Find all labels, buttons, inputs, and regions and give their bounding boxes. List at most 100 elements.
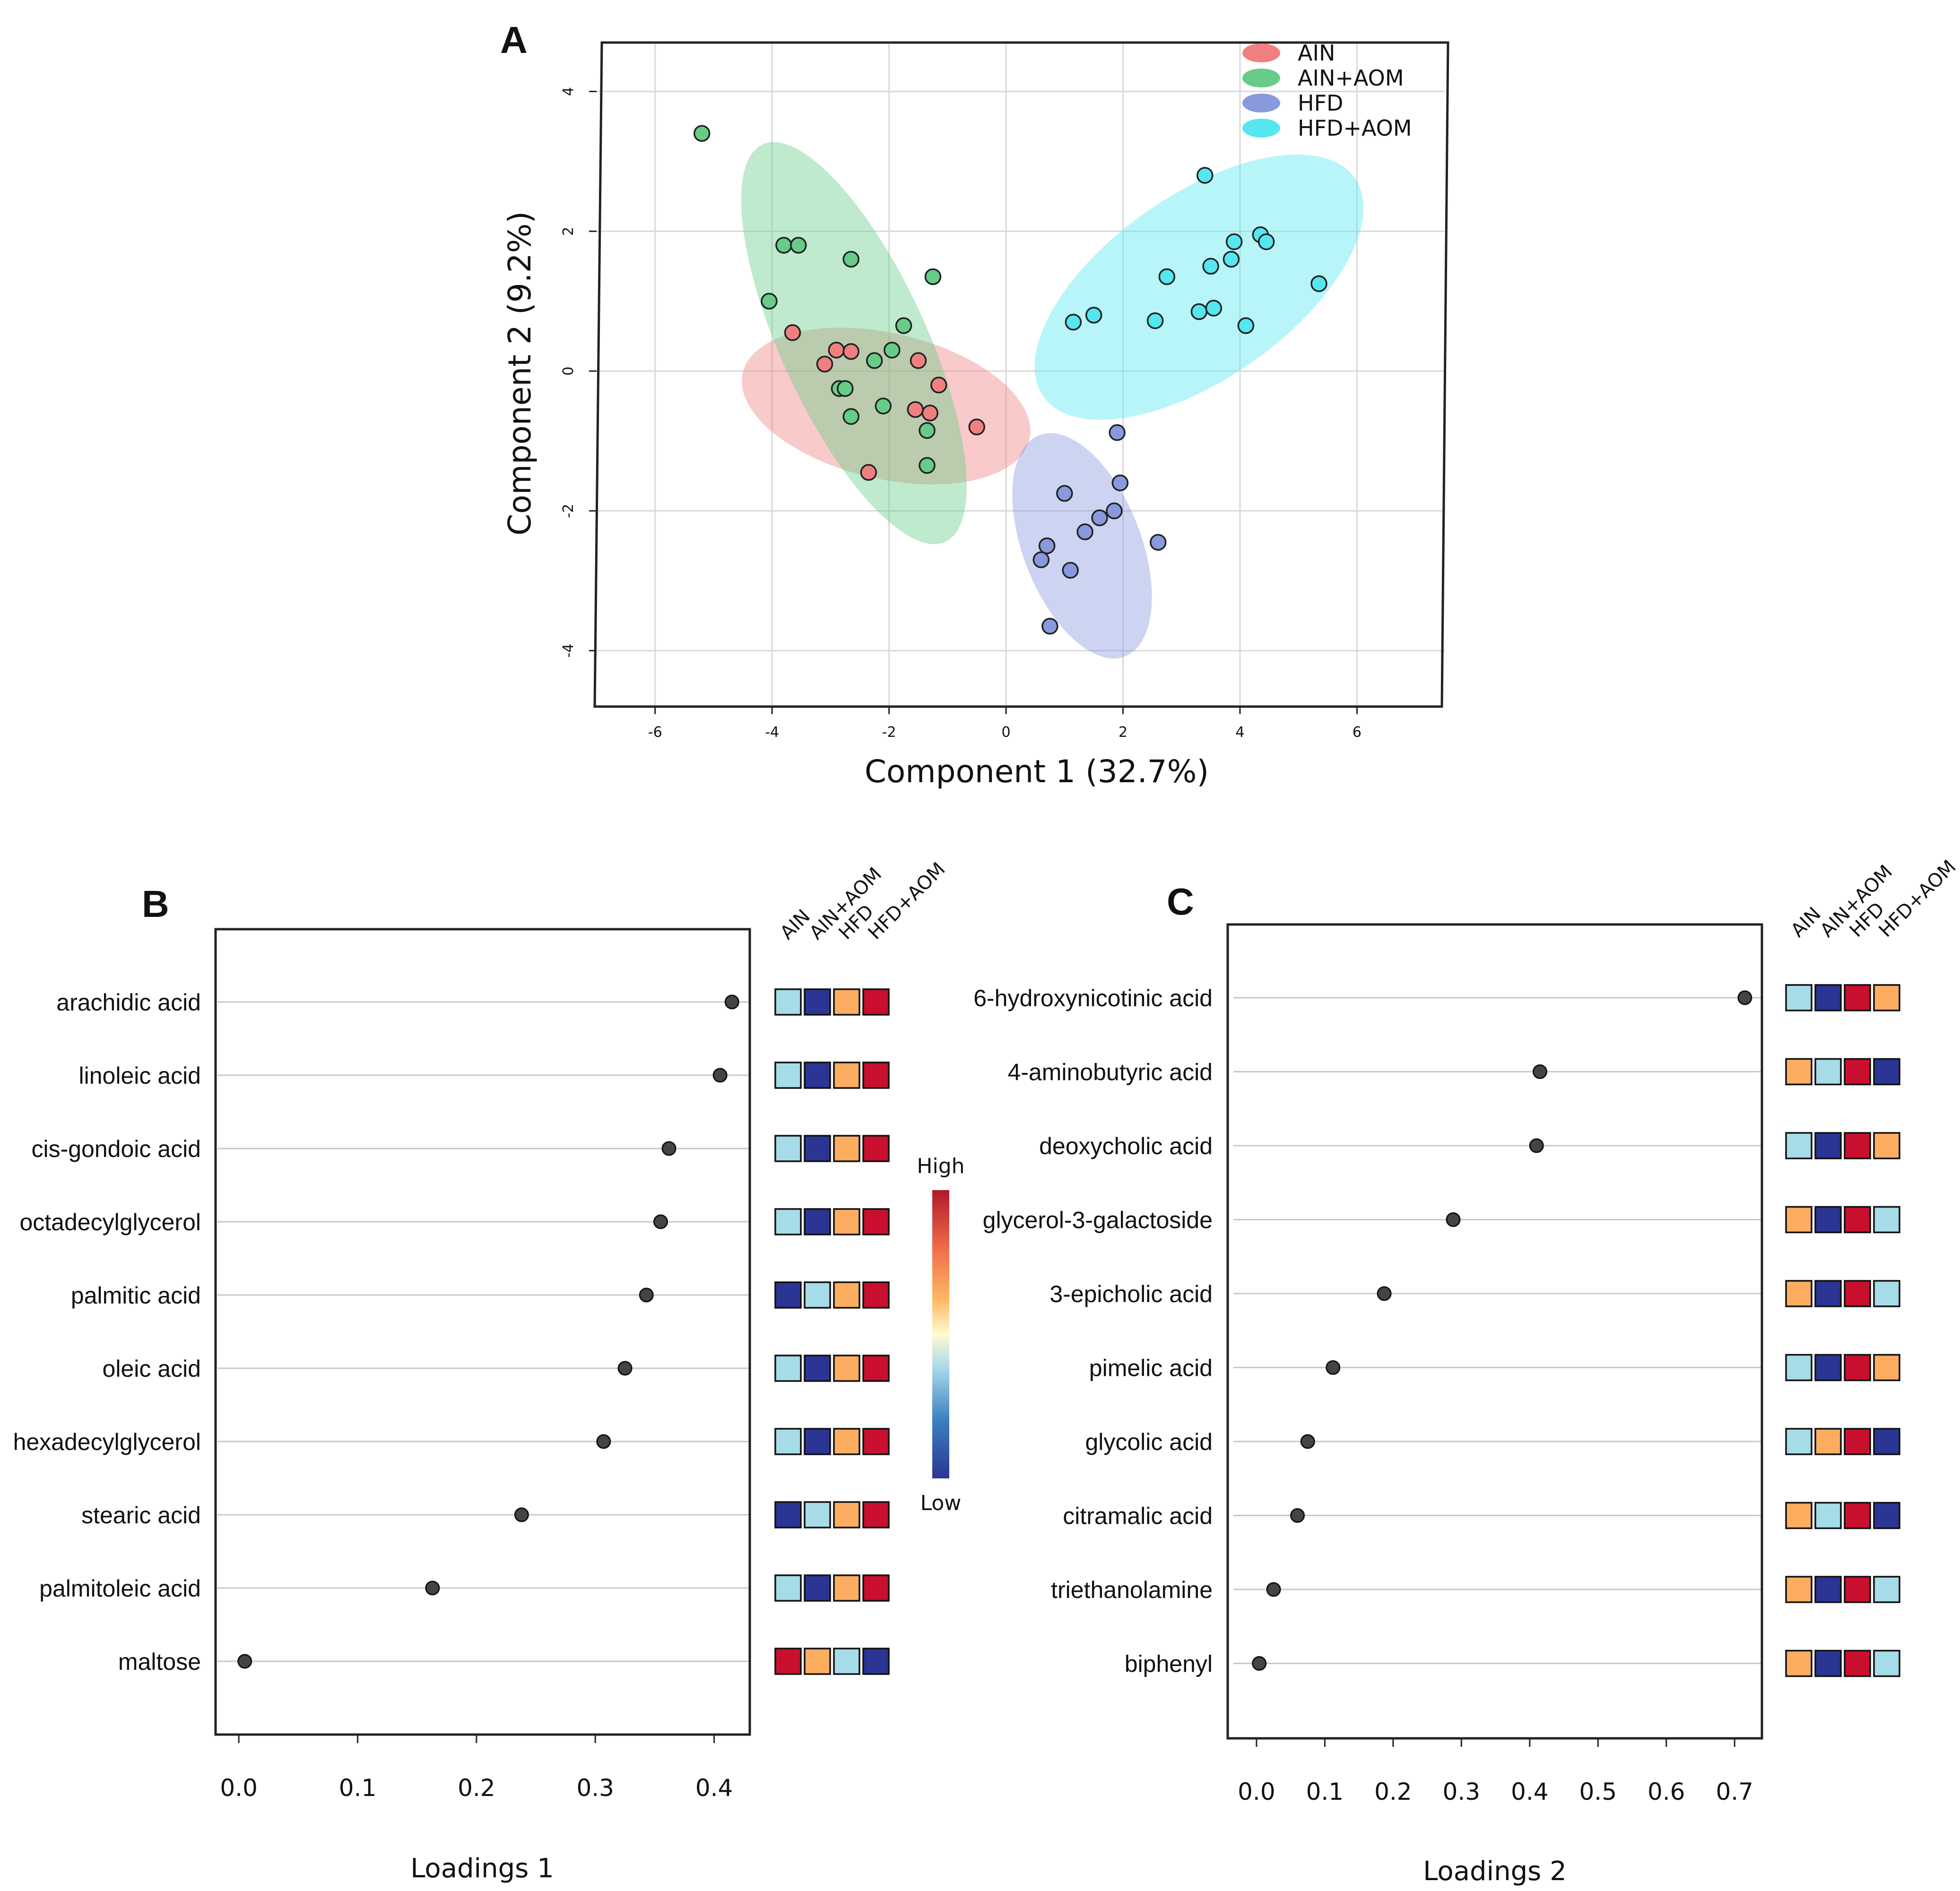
panel-c-x-axis-label: Loadings 2 [1423,1856,1567,1887]
x-tick-label-3: 0.3 [576,1774,614,1802]
heat-cell-7-1 [804,1501,831,1528]
heat-cell-4-3 [862,1281,890,1309]
heat-cell-8-1 [1814,1576,1842,1603]
heat-cell-4-1 [804,1281,831,1309]
heat-cell-5-3 [862,1355,890,1382]
score-point-ain-aom-3 [842,250,859,268]
panel-b-lines [217,1001,750,1662]
row-label-8: palmitoleic acid [39,1575,201,1602]
heat-cell-4-2 [833,1281,860,1309]
panel-letter-c: C [1167,881,1194,923]
row-label-0: 6-hydroxynicotinic acid [973,985,1213,1011]
heat-cell-3-0 [1785,1206,1813,1234]
legend-label-hfd: HFD [1298,90,1343,116]
heat-cell-3-2 [833,1208,860,1235]
loading-point-3 [1446,1212,1461,1227]
panel-b-x-axis-label: Loadings 1 [410,1853,554,1884]
x-tick-label-0: -6 [648,724,662,741]
y-tick-label-4: -4 [560,644,577,658]
loading-point-9 [237,1654,252,1669]
row-label-1: linoleic acid [79,1062,201,1089]
heat-cell-8-2 [833,1574,860,1602]
heat-cell-8-1 [804,1574,831,1602]
heat-cell-0-1 [804,988,831,1016]
heat-cell-0-0 [774,988,802,1016]
heat-cell-3-1 [1814,1206,1842,1234]
legend-swatch-ain [1242,43,1280,62]
heat-cell-1-0 [774,1062,802,1089]
heat-cell-2-3 [1873,1132,1900,1159]
heat-cell-4-2 [1844,1280,1871,1307]
heat-cell-7-0 [1785,1502,1813,1529]
heat-cell-2-0 [1785,1132,1813,1159]
heat-cell-7-3 [1873,1502,1900,1529]
heat-cell-2-3 [862,1135,890,1162]
panel-a-y-ticks: 4 2 0 -2 -4 [560,87,597,658]
panel-a-grid [597,43,1445,707]
heat-cell-6-2 [833,1428,860,1455]
loading-point-8 [1266,1582,1281,1597]
loading-point-8 [425,1580,440,1596]
heat-cell-5-1 [1814,1354,1842,1382]
score-point-hfd-3 [1106,502,1123,519]
heat-cell-1-1 [804,1062,831,1089]
heat-cell-3-3 [1873,1206,1900,1234]
score-point-hfd-7 [1032,551,1050,569]
panel-a-ellipses [741,142,1364,659]
panel-b-labels: arachidic acid linoleic acid cis-gondoic a… [13,989,201,1675]
loading-point-0 [724,994,739,1010]
x-tick-label-1: 0.1 [339,1774,377,1802]
loading-point-4 [1377,1286,1392,1301]
heat-cell-5-1 [804,1355,831,1382]
heat-cell-1-0 [1785,1058,1813,1086]
score-point-ain-aom-7 [884,341,901,359]
row-label-1: 4-aminobutyric acid [1007,1059,1213,1086]
score-point-ain-4 [910,352,927,369]
panel-b-heatmap [774,988,890,1675]
y-tick-label-3: -2 [560,504,577,518]
heat-cell-7-2 [1844,1502,1871,1529]
score-point-hfd-aom-4 [1223,250,1240,268]
score-point-hfd-0 [1109,424,1126,441]
row-label-3: glycerol-3-galactoside [983,1207,1213,1234]
heat-cell-8-0 [774,1574,802,1602]
score-point-hfd-aom-6 [1158,268,1176,285]
panel-c: C 6-hydroxynicotinic acid 4-aminobutyric … [973,856,1960,1887]
score-point-hfd-aom-12 [1205,300,1223,317]
score-point-ain-1 [828,341,845,359]
score-point-ain-0 [784,324,801,341]
x-tick-label-5: 0.5 [1579,1778,1617,1805]
row-label-7: stearic acid [81,1502,201,1528]
x-tick-label-1: -4 [765,724,779,741]
heat-cell-8-2 [1844,1576,1871,1603]
panel-letter-b: B [142,883,169,925]
panel-b-points [237,994,739,1669]
legend-swatch-ain-aom [1242,69,1280,87]
x-tick-label-0: 0.0 [1238,1778,1275,1805]
y-tick-label-2: 0 [560,367,577,376]
score-point-hfd-5 [1076,523,1093,541]
row-label-2: cis-gondoic acid [31,1136,201,1162]
heat-cell-5-2 [833,1355,860,1382]
score-point-hfd-aom-8 [1085,307,1102,324]
panel-a-x-axis-label: Component 1 (32.7%) [865,753,1209,790]
score-point-hfd-aom-11 [1190,303,1208,320]
loading-point-7 [1290,1508,1305,1523]
score-point-ain-aom-8 [866,352,883,369]
panel-letter-a: A [500,19,528,61]
heat-cell-4-0 [1785,1280,1813,1307]
heat-cell-2-1 [1814,1132,1842,1159]
score-point-ain-aom-2 [790,237,807,254]
score-point-hfd-aom-10 [1146,312,1164,329]
score-point-ain-aom-10 [837,380,854,397]
heat-cell-1-2 [1844,1058,1871,1086]
row-label-0: arachidic acid [56,989,201,1016]
heat-cell-7-3 [862,1501,890,1528]
x-tick-label-4: 0.4 [1511,1778,1549,1805]
panel-b-plot-frame [214,928,751,1736]
row-label-2: deoxycholic acid [1039,1133,1213,1159]
heat-cell-5-0 [774,1355,802,1382]
colorbar-high-label: High [917,1154,964,1178]
heat-cell-6-3 [1873,1428,1900,1455]
x-tick-label-4: 2 [1119,724,1127,741]
